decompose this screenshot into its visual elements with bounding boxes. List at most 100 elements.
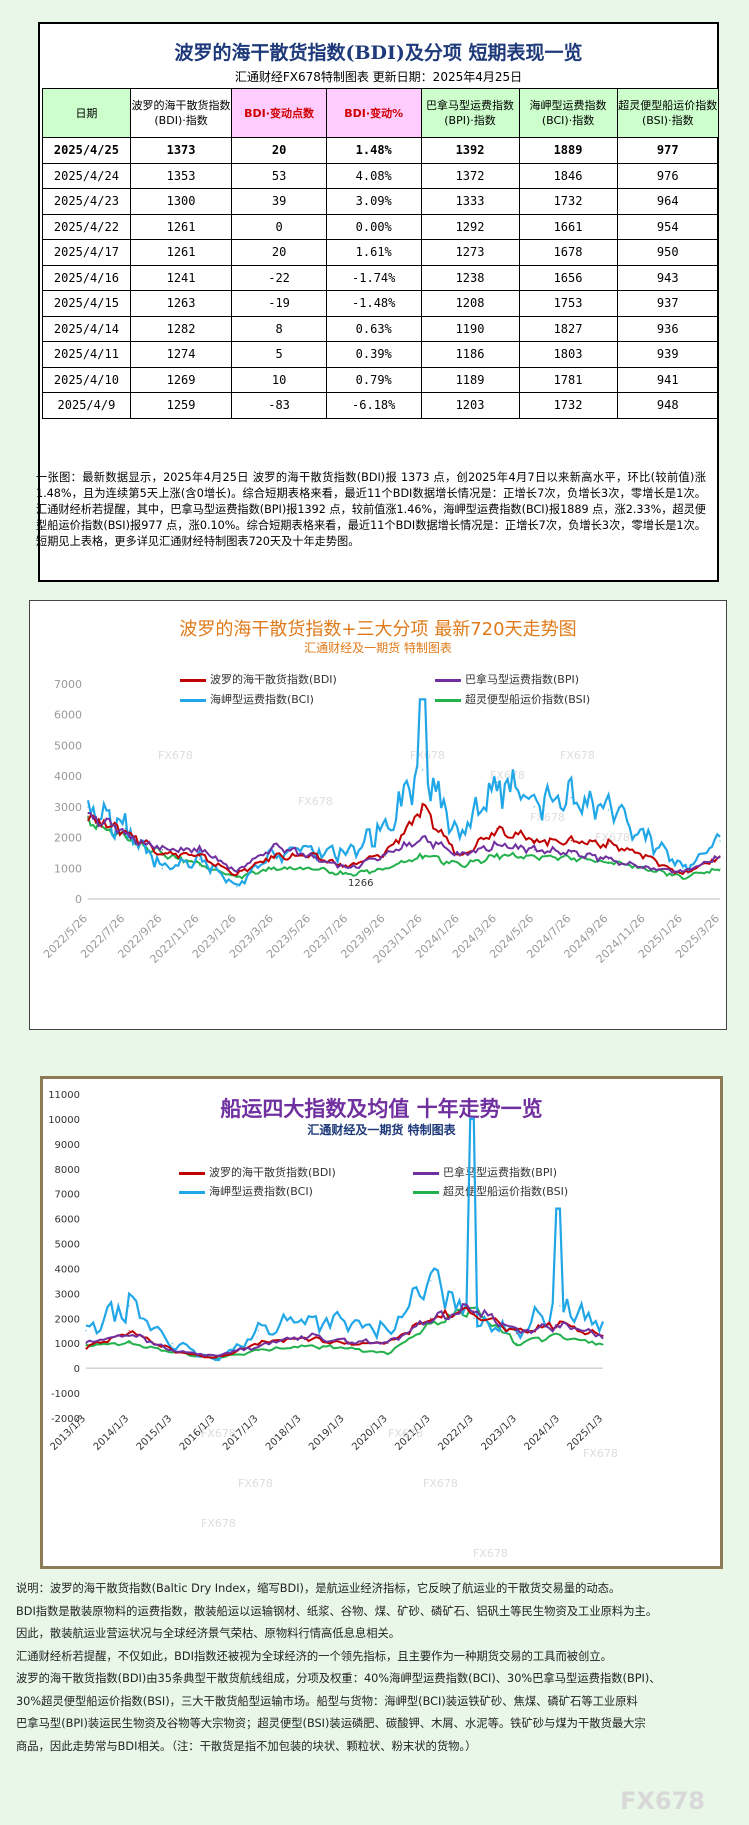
data-point — [645, 867, 647, 869]
table-cell: 1656 — [518, 264, 618, 291]
table-cell: 8 — [231, 315, 327, 342]
table-row: 2025/4/9 1259 -83 -6.18% 1203 1732 948 — [42, 392, 720, 419]
table-cell: 0.79% — [325, 366, 422, 393]
table-cell: 939 — [616, 341, 720, 368]
table-cell: -22 — [231, 264, 327, 291]
table-cell: 1273 — [420, 239, 520, 266]
y-tick-label: 10000 — [48, 1115, 80, 1126]
data-point — [128, 1332, 130, 1334]
y-tick-label: 5000 — [55, 1240, 80, 1251]
description-line: 波罗的海干散货指数(BDI)由35条典型干散货航线组成，分项及权重：40%海岬型… — [16, 1672, 661, 1685]
table-cell: 1373 — [129, 137, 233, 164]
table-cell: 1274 — [129, 341, 233, 368]
chart-watermark: FX678 — [490, 769, 525, 782]
chart1-legend-bsi: 超灵便型船运价指数(BSI) — [435, 691, 590, 707]
chart1-subtitle: 汇通财经及一期货 特制图表 — [304, 641, 452, 655]
table-cell: 4.08% — [325, 162, 422, 189]
table-cell: -19 — [231, 290, 327, 317]
data-point — [533, 849, 535, 851]
table-cell: 1208 — [420, 290, 520, 317]
table-row: 2025/4/11 1274 5 0.39% 1186 1803 939 — [42, 341, 720, 368]
data-point — [682, 867, 684, 869]
table-cell: -1.74% — [325, 264, 422, 291]
data-point — [300, 1317, 303, 1319]
data-point — [516, 1330, 518, 1332]
y-tick-label: 4000 — [54, 770, 82, 783]
x-tick-label: 2015/1/3 — [135, 1413, 175, 1453]
table-cell: 1190 — [420, 315, 520, 342]
data-point — [459, 864, 461, 866]
chart-watermark: FX678 — [298, 795, 333, 808]
chart-watermark: FX678 — [388, 1427, 423, 1440]
data-point — [473, 1307, 475, 1309]
table-cell: 2025/4/9 — [42, 392, 131, 419]
data-point — [602, 1335, 604, 1337]
chart-720-days: 波罗的海干散货指数+三大分项 最新720天走势图 汇通财经及一期货 特制图表 波… — [29, 600, 727, 1030]
data-point — [257, 1330, 259, 1332]
data-point — [602, 1343, 604, 1346]
table-cell: 950 — [616, 239, 720, 266]
table-cell: 1803 — [518, 341, 618, 368]
data-point — [516, 1342, 518, 1344]
table-cell: -6.18% — [325, 392, 422, 419]
chart-watermark: FX678 — [238, 1477, 273, 1490]
table-row: 2025/4/15 1263 -19 -1.48% 1208 1753 937 — [42, 290, 720, 317]
table-cell: 964 — [616, 188, 720, 215]
data-point — [607, 843, 610, 845]
chart1-title: 波罗的海干散货指数+三大分项 最新720天走势图 — [179, 619, 577, 640]
data-point — [161, 849, 163, 851]
data-point — [473, 1317, 475, 1319]
data-point — [124, 836, 126, 839]
y-tick-label: 1000 — [55, 1339, 80, 1350]
data-point — [559, 1305, 561, 1307]
table-cell: 0.63% — [325, 315, 422, 342]
chart-watermark: FX678 — [530, 811, 565, 824]
chart-watermark: FX678 — [583, 1447, 618, 1460]
y-tick-label: 6000 — [55, 1215, 80, 1226]
table-cell: 1889 — [518, 137, 618, 164]
data-point — [559, 1322, 561, 1324]
description-line: 商品，因此走势常与BDI相关。（注：干散货是指不加包装的块状、颗粒状、粉末状的货… — [16, 1739, 477, 1753]
data-point — [310, 855, 312, 857]
data-point — [198, 858, 201, 860]
header-bci: 海岬型运费指数(BCI)·指数 — [518, 88, 618, 138]
data-point — [124, 833, 126, 836]
summary-title: 波罗的海干散货指数(BDI)及分项 短期表现一览 — [174, 42, 583, 64]
x-tick-label: 2023/1/3 — [479, 1413, 519, 1453]
chart-ten-years: 船运四大指数及均值 十年走势一览 汇通财经及一期货 特制图表 波罗的海干散货指数… — [40, 1076, 723, 1569]
table-cell: 1282 — [129, 315, 233, 342]
table-cell: 1392 — [420, 137, 520, 164]
data-point — [128, 1342, 130, 1344]
table-cell: 2025/4/10 — [42, 366, 131, 393]
data-point — [421, 855, 424, 857]
data-point — [236, 886, 238, 888]
y-tick-label: 6000 — [54, 709, 82, 722]
table-cell: 1259 — [129, 392, 233, 419]
data-point — [87, 806, 89, 808]
data-point — [347, 873, 349, 876]
data-point — [533, 855, 535, 857]
table-cell: 53 — [231, 162, 327, 189]
y-tick-label: 1000 — [54, 862, 82, 875]
data-point — [386, 1330, 389, 1332]
table-cell: 1238 — [420, 264, 520, 291]
table-cell: 20 — [231, 137, 327, 164]
table-cell: 1827 — [518, 315, 618, 342]
chart2-legend-bpi: 巴拿马型运费指数(BPI) — [413, 1164, 557, 1180]
y-tick-label: 3000 — [55, 1289, 80, 1300]
table-cell: 976 — [616, 162, 720, 189]
data-point — [570, 840, 572, 842]
data-point — [87, 815, 89, 817]
y-tick-label: 2000 — [54, 832, 82, 845]
data-point — [384, 867, 387, 869]
data-point — [570, 797, 572, 799]
table-cell: 1261 — [129, 213, 233, 240]
description-line: 汇通财经析若提醒，不仅如此，BDI指数还被视为全球经济的一个领先指标，且主要作为… — [16, 1649, 612, 1663]
data-point — [343, 1322, 346, 1324]
y-tick-label: -2000 — [51, 1414, 80, 1425]
data-point — [214, 1355, 216, 1357]
data-point — [236, 870, 238, 872]
y-tick-label: 0 — [75, 893, 82, 906]
table-row: 2025/4/25 1373 20 1.48% 1392 1889 977 — [42, 137, 720, 164]
table-cell: 948 — [616, 392, 720, 419]
